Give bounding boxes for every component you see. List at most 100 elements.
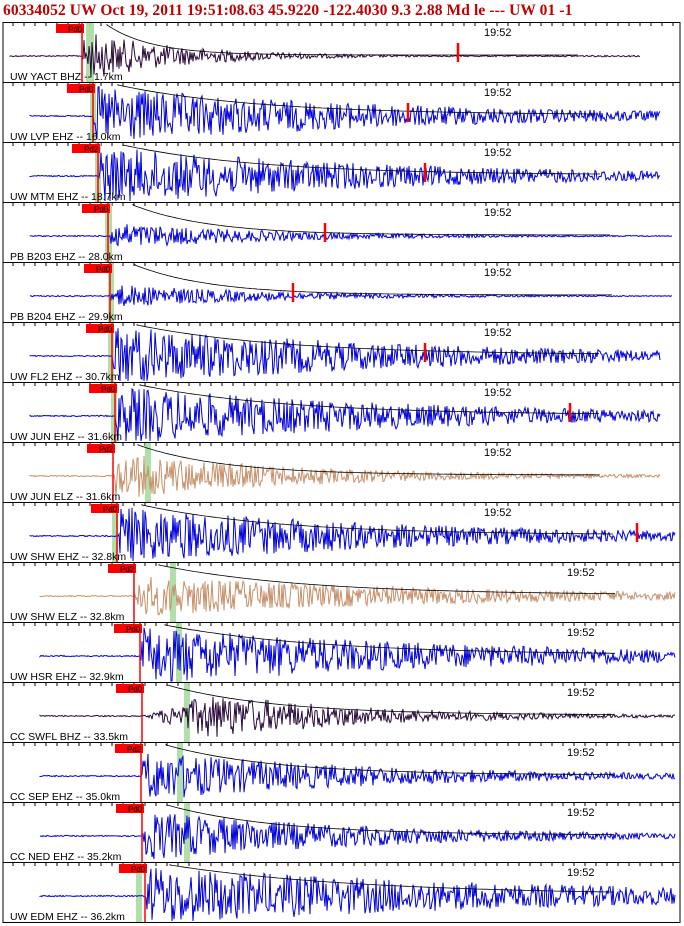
pick-flag [116, 804, 144, 813]
time-label: 19:52 [484, 267, 512, 279]
waveform-trace [39, 576, 676, 616]
pick-label: Pd0 [94, 205, 109, 214]
coda-curve [169, 864, 615, 893]
time-label: 19:52 [567, 567, 595, 579]
waveform-trace [29, 149, 661, 202]
time-label: 19:52 [567, 807, 595, 819]
pick-label: Pd2 [99, 445, 114, 454]
channel-label: CC NED EHZ -- 35.2km [10, 851, 122, 863]
pick-label: Pd0 [103, 505, 118, 514]
time-label: 19:52 [484, 507, 512, 519]
channel-panel: Pd0 19:52 UW LVP EHZ -- 16.0km [2, 82, 681, 143]
pick-flag [86, 324, 114, 333]
coda-curve [137, 444, 600, 476]
analysis-window [111, 383, 117, 442]
pick-flag [108, 564, 136, 573]
channel-panel: Pd0 19:52 UW HSR EHZ -- 32.9km [2, 622, 681, 683]
channel-panel: Pd0 19:52 CC SWFL BHZ -- 33.5km [2, 682, 681, 743]
coda-curve [132, 204, 610, 236]
pick-flag [115, 744, 143, 753]
time-label: 19:52 [484, 387, 512, 399]
analysis-window [170, 563, 176, 622]
pick-label: Pd2 [84, 145, 99, 154]
time-label: 19:52 [484, 207, 512, 219]
pick-label: Pd0 [98, 325, 113, 334]
pick-flag [72, 144, 100, 153]
waveform-trace [29, 85, 661, 140]
pick-label: Pd0 [101, 385, 116, 394]
channel-label: UW SHW ELZ -- 32.8km [10, 611, 125, 623]
time-label: 19:52 [567, 627, 595, 639]
time-label: 19:52 [484, 87, 512, 99]
analysis-window [184, 803, 190, 862]
pick-label: Pd0 [128, 805, 143, 814]
waveform-trace [39, 696, 676, 737]
time-label: 19:52 [484, 147, 512, 159]
channel-panel: Pd0 19:52 UW JUN EHZ -- 31.6km [2, 382, 681, 443]
waveform-trace [29, 285, 673, 306]
time-label: 19:52 [484, 327, 512, 339]
seismogram-panels: Pd0 19:52 UW YACT BHZ -- 1.7km Pd0 19:52 UW L… [2, 22, 681, 923]
coda-curve [164, 624, 615, 654]
pick-flag [87, 444, 115, 453]
waveform-trace [29, 507, 676, 562]
coda-curve [139, 384, 600, 415]
channel-panel: Pd2 19:52 CC SEP EHZ -- 35.0km [2, 742, 681, 803]
time-label: 19:52 [567, 747, 595, 759]
time-label: 19:52 [484, 27, 512, 39]
channel-label: UW MTM EHZ -- 18.7km [10, 191, 126, 203]
channel-panel: Pd2 19:52 UW JUN ELZ -- 31.6km [2, 442, 681, 503]
pick-label: Pd0 [128, 685, 143, 694]
channel-label: CC SEP EHZ -- 35.0km [10, 791, 120, 803]
channel-panel: Pd2 19:52 UW MTM EHZ -- 18.7km [2, 142, 681, 203]
analysis-window [112, 503, 118, 562]
analysis-window [108, 263, 114, 322]
waveform-trace [29, 328, 661, 382]
waveform-trace [29, 455, 661, 497]
pick-flag [119, 864, 147, 873]
channel-label: UW YACT BHZ -- 1.7km [10, 71, 123, 83]
coda-curve [165, 744, 613, 775]
coda-curve [117, 84, 598, 115]
pick-flag [91, 504, 119, 513]
coda-curve [136, 324, 599, 355]
channel-panel: Pd0 19:52 CC NED EHZ -- 35.2km [2, 802, 681, 863]
coda-curve [134, 264, 612, 296]
coda-curve [122, 144, 600, 175]
channel-label: CC SWFL BHZ -- 33.5km [10, 731, 128, 743]
pick-flag [89, 384, 117, 393]
channel-panel: Pd0 19:52 UW FL2 EHZ -- 30.7km [2, 322, 681, 383]
channel-label: PB B203 EHZ -- 28.0km [10, 251, 123, 263]
time-label: 19:52 [484, 447, 512, 459]
analysis-window [136, 863, 142, 922]
pick-flag [116, 684, 144, 693]
pick-label: Pd0 [79, 85, 94, 94]
pick-flag [56, 24, 84, 33]
channel-label: UW LVP EHZ -- 16.0km [10, 131, 121, 143]
channel-label: UW SHW EHZ -- 32.8km [10, 551, 126, 563]
pick-label: Pd2 [120, 565, 135, 574]
analysis-window [108, 323, 114, 382]
channel-panel: Pd0 19:52 PB B203 EHZ -- 28.0km [2, 202, 681, 263]
pick-flag [84, 264, 112, 273]
coda-curve [141, 504, 613, 535]
waveform-trace [29, 224, 672, 247]
channel-label: UW JUN EHZ -- 31.6km [10, 431, 122, 443]
time-label: 19:52 [567, 867, 595, 879]
event-header: 60334052 UW Oct 19, 2011 19:51:08.63 45.… [3, 2, 573, 19]
pick-label: Pd0 [131, 865, 146, 874]
analysis-window [176, 623, 182, 682]
channel-label: PB B204 EHZ -- 29.9km [10, 311, 123, 323]
waveform-trace [39, 814, 676, 860]
pick-label: Pd2 [127, 745, 142, 754]
coda-curve [106, 24, 578, 56]
channel-panel: Pd0 19:52 UW SHW EHZ -- 32.8km [2, 502, 681, 563]
analysis-window [177, 743, 183, 802]
channel-label: UW JUN ELZ -- 31.6km [10, 491, 121, 503]
pick-flag [82, 204, 110, 213]
waveform-trace [29, 387, 661, 442]
coda-curve [166, 684, 614, 715]
channel-panel: Pd0 19:52 UW YACT BHZ -- 1.7km [2, 22, 681, 83]
channel-label: UW FL2 EHZ -- 30.7km [10, 371, 120, 383]
pick-label: Pd0 [68, 25, 83, 34]
